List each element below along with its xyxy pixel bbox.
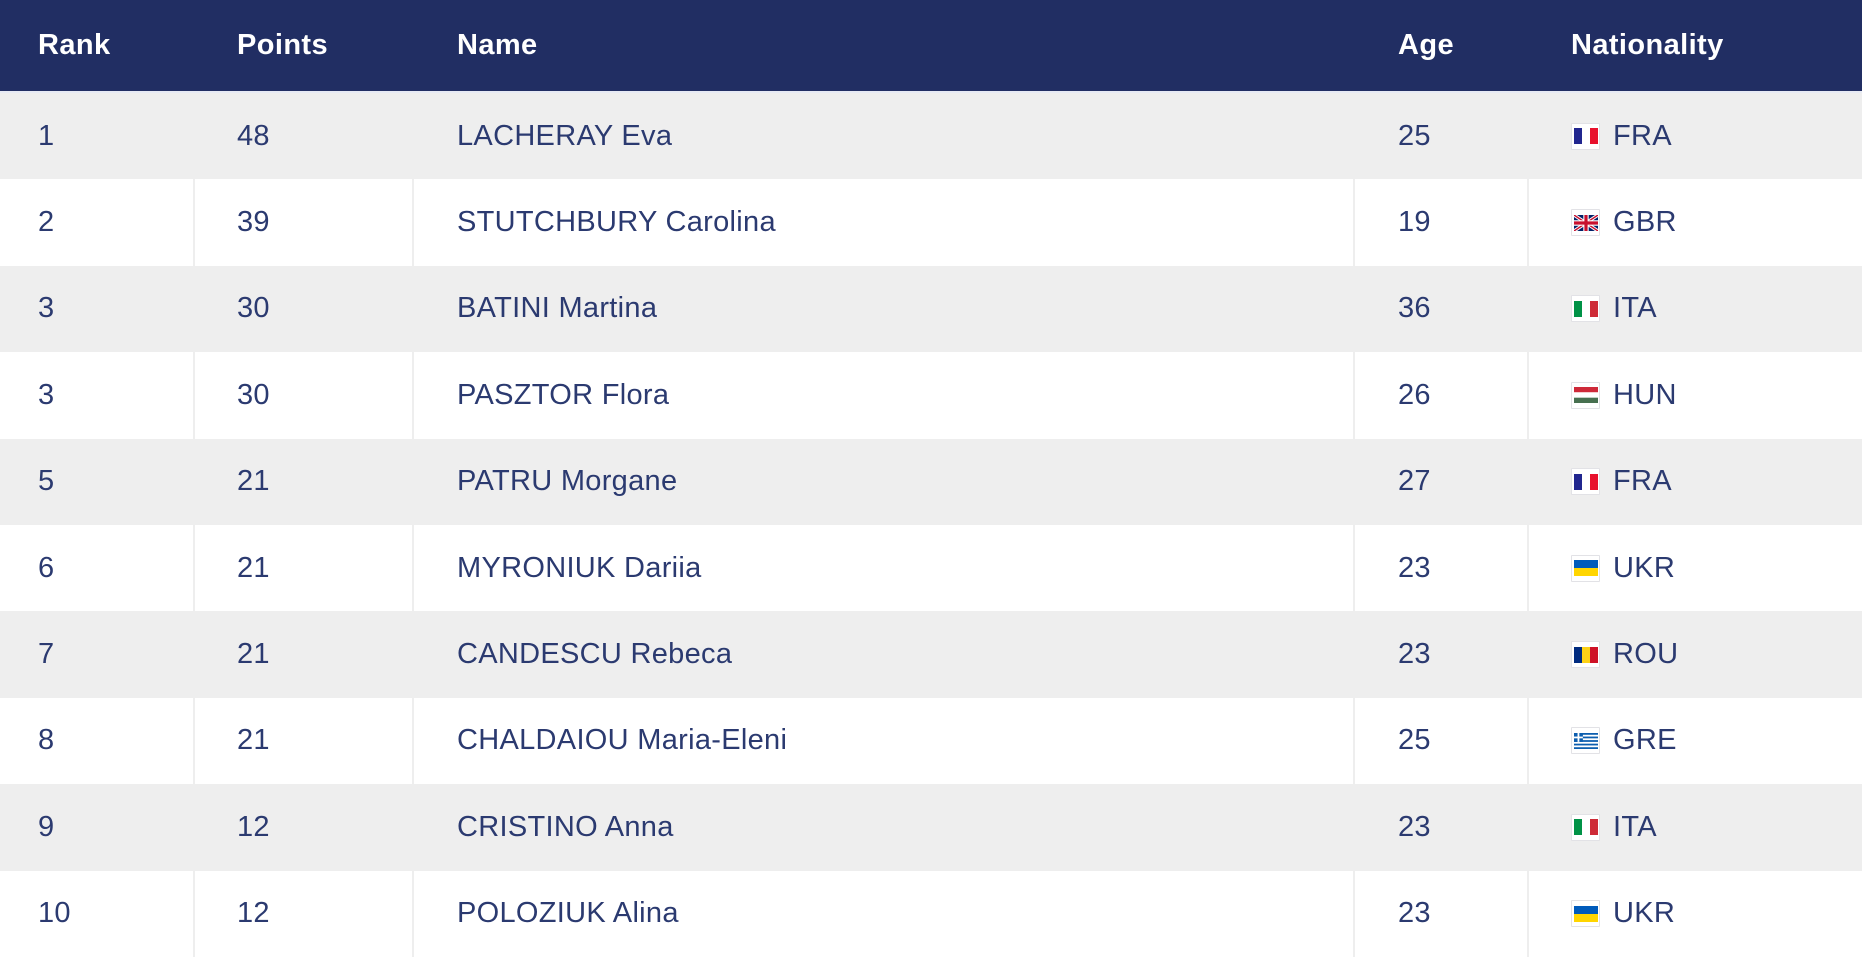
points-cell: 21 xyxy=(195,438,414,525)
table-header-row: Rank Points Name Age Nationality xyxy=(0,0,1862,93)
flag-icon-rou xyxy=(1571,641,1600,669)
rank-cell: 9 xyxy=(0,784,195,871)
flag-icon-ukr xyxy=(1571,900,1600,928)
athlete-name-cell[interactable]: STUTCHBURY Carolina xyxy=(414,179,1355,266)
nationality-code: ROU xyxy=(1613,638,1679,671)
rank-cell: 1 xyxy=(0,93,195,180)
rank-cell: 7 xyxy=(0,611,195,698)
points-cell: 12 xyxy=(195,784,414,871)
table-row: 3 30 BATINI Martina 36 ITA xyxy=(0,265,1862,353)
flag-icon-gre xyxy=(1571,727,1600,755)
athlete-name-cell[interactable]: CANDESCU Rebeca xyxy=(414,611,1355,698)
points-cell: 21 xyxy=(195,524,414,612)
athlete-name-cell[interactable]: BATINI Martina xyxy=(414,265,1355,353)
age-cell: 27 xyxy=(1355,438,1529,525)
age-cell: 23 xyxy=(1355,524,1529,612)
header-name: Name xyxy=(457,29,538,61)
nationality-cell: ROU xyxy=(1529,611,1862,697)
athlete-name-cell[interactable]: CRISTINO Anna xyxy=(414,784,1355,871)
nationality-code: UKR xyxy=(1613,551,1676,584)
points-cell: 21 xyxy=(195,611,414,698)
rank-cell: 6 xyxy=(0,524,195,612)
nationality-cell: FRA xyxy=(1529,93,1862,179)
table-row: 9 12 CRISTINO Anna 23 ITA xyxy=(0,784,1862,871)
points-cell: 12 xyxy=(195,870,414,957)
nationality-cell: ITA xyxy=(1529,266,1862,352)
nationality-cell: GRE xyxy=(1529,698,1862,784)
rank-cell: 8 xyxy=(0,697,195,785)
athlete-name-cell[interactable]: LACHERAY Eva xyxy=(414,93,1355,180)
nationality-code: GRE xyxy=(1613,724,1677,757)
points-cell: 48 xyxy=(195,93,414,180)
athlete-name-cell[interactable]: POLOZIUK Alina xyxy=(414,870,1355,957)
nationality-code: HUN xyxy=(1613,378,1677,411)
points-cell: 39 xyxy=(195,179,414,266)
header-rank: Rank xyxy=(38,29,111,61)
table-row: 6 21 MYRONIUK Dariia 23 UKR xyxy=(0,524,1862,612)
nationality-code: ITA xyxy=(1613,810,1657,843)
points-cell: 30 xyxy=(195,265,414,353)
nationality-code: FRA xyxy=(1613,119,1672,152)
rank-cell: 2 xyxy=(0,179,195,266)
nationality-code: GBR xyxy=(1613,206,1677,239)
nationality-cell: GBR xyxy=(1529,179,1862,265)
nationality-cell: FRA xyxy=(1529,439,1862,525)
nationality-cell: UKR xyxy=(1529,871,1862,957)
flag-icon-fra xyxy=(1571,122,1600,150)
age-cell: 26 xyxy=(1355,352,1529,439)
age-cell: 23 xyxy=(1355,611,1529,698)
flag-icon-ita xyxy=(1571,295,1600,323)
table-row: 2 39 STUTCHBURY Carolina 19 GBR xyxy=(0,179,1862,266)
rank-cell: 5 xyxy=(0,438,195,525)
age-cell: 25 xyxy=(1355,93,1529,180)
athlete-name-cell[interactable]: MYRONIUK Dariia xyxy=(414,524,1355,612)
table-row: 3 30 PASZTOR Flora 26 HUN xyxy=(0,352,1862,439)
nationality-cell: ITA xyxy=(1529,784,1862,870)
rank-cell: 3 xyxy=(0,352,195,439)
nationality-code: ITA xyxy=(1613,292,1657,325)
table-row: 10 12 POLOZIUK Alina 23 UKR xyxy=(0,870,1862,957)
flag-icon-ukr xyxy=(1571,554,1600,582)
flag-icon-gbr xyxy=(1571,209,1600,237)
header-points: Points xyxy=(237,29,329,61)
age-cell: 36 xyxy=(1355,265,1529,353)
age-cell: 19 xyxy=(1355,179,1529,266)
table-row: 7 21 CANDESCU Rebeca 23 ROU xyxy=(0,611,1862,698)
rank-cell: 10 xyxy=(0,870,195,957)
points-cell: 30 xyxy=(195,352,414,439)
age-cell: 23 xyxy=(1355,784,1529,871)
nationality-code: FRA xyxy=(1613,465,1672,498)
age-cell: 23 xyxy=(1355,870,1529,957)
table-row: 8 21 CHALDAIOU Maria-Eleni 25 GRE xyxy=(0,697,1862,785)
points-cell: 21 xyxy=(195,697,414,785)
nationality-cell: HUN xyxy=(1529,352,1862,438)
athlete-name-cell[interactable]: PATRU Morgane xyxy=(414,438,1355,525)
table-row: 5 21 PATRU Morgane 27 FRA xyxy=(0,438,1862,525)
age-cell: 25 xyxy=(1355,697,1529,785)
athlete-name-cell[interactable]: PASZTOR Flora xyxy=(414,352,1355,439)
flag-icon-fra xyxy=(1571,468,1600,496)
table-row: 1 48 LACHERAY Eva 25 FRA xyxy=(0,93,1862,180)
rank-cell: 3 xyxy=(0,265,195,353)
header-nationality: Nationality xyxy=(1571,29,1724,61)
header-age: Age xyxy=(1398,29,1454,61)
flag-icon-ita xyxy=(1571,813,1600,841)
nationality-cell: UKR xyxy=(1529,525,1862,611)
nationality-code: UKR xyxy=(1613,897,1676,930)
athlete-name-cell[interactable]: CHALDAIOU Maria-Eleni xyxy=(414,697,1355,785)
flag-icon-hun xyxy=(1571,381,1600,409)
